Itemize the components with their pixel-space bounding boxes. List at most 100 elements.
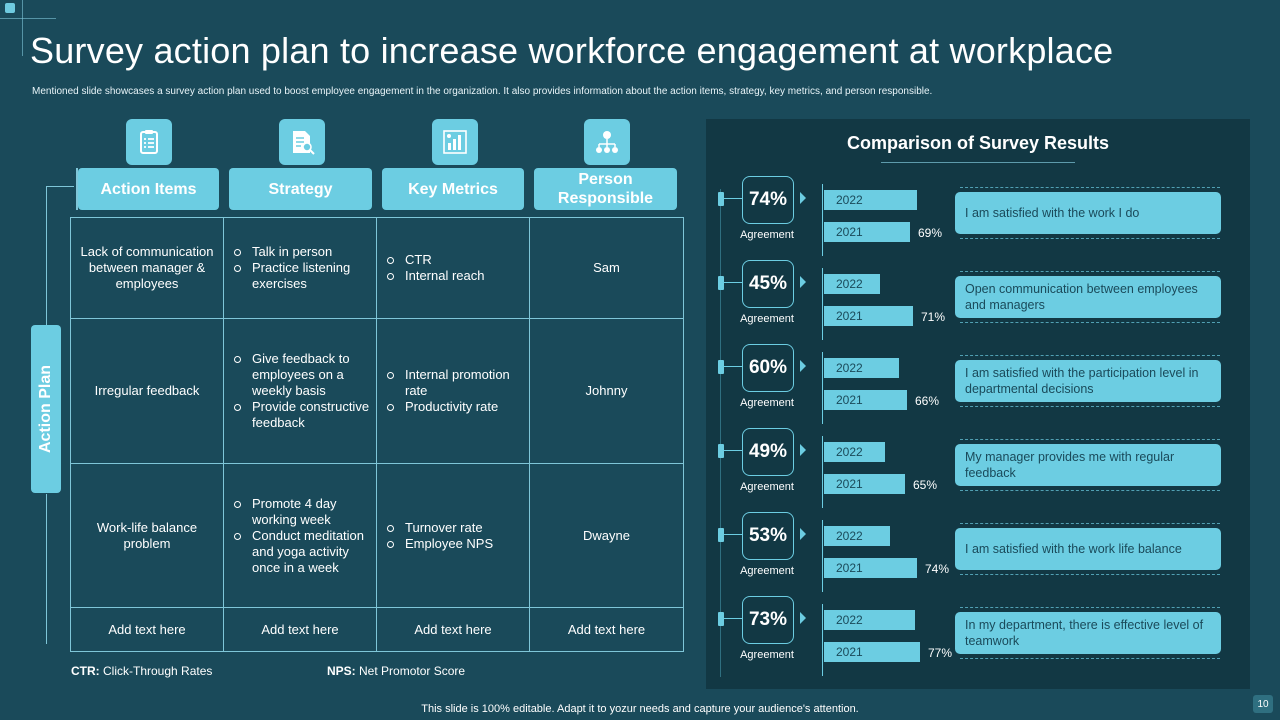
connector-line [46,186,74,187]
footnote-ctr: CTR: Click-Through Rates [71,664,213,678]
bottom-note: This slide is 100% editable. Adapt it to… [421,703,859,715]
bar-2021: 2021 [824,306,913,326]
bar-2021: 2021 [824,558,917,578]
agreement-percentage: 74% [742,176,794,224]
statement-rule [960,607,1220,608]
agreement-label: Agreement [740,229,794,241]
bar-axis [822,520,823,592]
footnote-nps: NPS: Net Promotor Score [327,664,466,678]
bar-2021: 2021 [824,222,910,242]
list-item: Conduct meditation and yoga activity onc… [234,528,370,576]
survey-statement: Open communication between employees and… [955,276,1221,318]
placeholder-cell: Add text here [529,607,684,652]
table-row: Lack of communication between manager & … [70,217,684,319]
survey-row: 60% Agreement 2022 2021 66% I am satisfied wi… [706,344,1250,424]
strategy-cell: Talk in person Practice listening exerci… [223,217,377,319]
statement-rule [960,523,1220,524]
slide-title: Survey action plan to increase workforce… [30,30,1114,71]
list-item: Provide constructive feedback [234,399,370,430]
list-item: Employee NPS [387,536,523,552]
action-plan-table: Lack of communication between manager & … [70,217,684,652]
statement-rule [960,322,1220,323]
list-item: Talk in person [234,244,370,260]
survey-row: 74% Agreement 2022 2021 69% I am satisfied wi… [706,176,1250,256]
list-item: Promote 4 day working week [234,496,370,528]
timeline-marker [718,444,724,458]
placeholder-cell: Add text here [376,607,530,652]
timeline-marker [718,528,724,542]
timeline-marker [718,192,724,206]
value-2021-label: 69% [918,226,943,240]
timeline-connector [724,366,742,367]
bar-year-label: 2022 [836,361,863,375]
connector-line [46,494,47,644]
strategy-cell: Give feedback to employees on a weekly b… [223,318,377,464]
bar-year-label: 2022 [836,277,863,291]
survey-row: 45% Agreement 2022 2021 71% Open communicatio… [706,260,1250,340]
agreement-percentage: 53% [742,512,794,560]
agreement-label: Agreement [740,313,794,325]
bar-year-label: 2021 [836,225,863,239]
list-item: Internal promotion rate [387,367,523,399]
connector-line [46,186,47,326]
action-plan-label: Action Plan [31,325,61,493]
statement-rule [960,238,1220,239]
arrow-right-icon [800,192,806,204]
bar-year-label: 2021 [836,561,863,575]
action-item-cell: Lack of communication between manager & … [70,217,224,319]
bar-year-label: 2022 [836,193,863,207]
bar-2021: 2021 [824,390,907,410]
agreement-label: Agreement [740,649,794,661]
timeline-connector [724,282,742,283]
bar-2022: 2022 [824,190,917,210]
timeline-connector [724,450,742,451]
timeline-connector [724,618,742,619]
slide-subtitle: Mentioned slide showcases a survey actio… [32,86,933,97]
metrics-cell: Internal promotion rate Productivity rat… [376,318,530,464]
table-row: Add text here Add text here Add text her… [70,607,684,652]
agreement-label: Agreement [740,397,794,409]
statement-rule [960,406,1220,407]
agreement-percentage: 73% [742,596,794,644]
statement-rule [960,574,1220,575]
agreement-label: Agreement [740,481,794,493]
bar-2021: 2021 [824,642,920,662]
value-2021-label: 65% [913,478,938,492]
column-header-action-items: Action Items [78,168,219,210]
survey-statement: I am satisfied with the work I do [955,192,1221,234]
agreement-percentage: 45% [742,260,794,308]
value-2021-label: 74% [925,562,950,576]
column-header-tab [76,168,78,210]
metrics-cell: CTR Internal reach [376,217,530,319]
survey-statement: In my department, there is effective lev… [955,612,1221,654]
agreement-percentage: 60% [742,344,794,392]
survey-panel-title: Comparison of Survey Results [846,133,1110,153]
survey-row: 73% Agreement 2022 2021 77% In my department,… [706,596,1250,676]
statement-rule [960,439,1220,440]
timeline-connector [724,198,742,199]
value-2021-label: 71% [921,310,946,324]
survey-statement: My manager provides me with regular feed… [955,444,1221,486]
bar-year-label: 2022 [836,529,863,543]
action-item-cell: Irregular feedback [70,318,224,464]
document-search-icon [279,119,325,165]
clipboard-checklist-icon [126,119,172,165]
title-underline [881,162,1075,163]
table-row: Work-life balance problem Promote 4 day … [70,463,684,608]
column-header-key-metrics: Key Metrics [382,168,524,210]
bar-axis [822,268,823,340]
timeline-marker [718,276,724,290]
bar-year-label: 2022 [836,613,863,627]
arrow-right-icon [800,444,806,456]
statement-rule [960,271,1220,272]
bar-year-label: 2021 [836,477,863,491]
statement-rule [960,658,1220,659]
statement-rule [960,187,1220,188]
table-row: Irregular feedback Give feedback to empl… [70,318,684,464]
arrow-right-icon [800,528,806,540]
list-item: CTR [387,252,523,268]
timeline-line [720,189,721,677]
bar-axis [822,184,823,256]
person-cell: Dwayne [529,463,684,608]
bar-2022: 2022 [824,610,915,630]
